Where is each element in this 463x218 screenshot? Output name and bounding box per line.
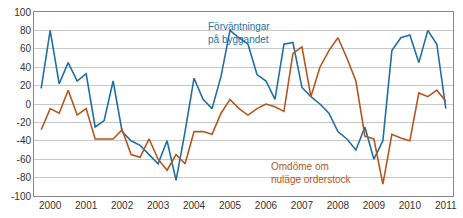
svg-text:-100: -100 (11, 191, 31, 202)
svg-text:2003: 2003 (147, 200, 170, 211)
svg-text:2009: 2009 (363, 200, 386, 211)
svg-text:2006: 2006 (255, 200, 278, 211)
svg-text:2000: 2000 (39, 200, 62, 211)
svg-text:60: 60 (20, 43, 32, 54)
svg-text:-60: -60 (17, 154, 32, 165)
svg-text:40: 40 (20, 62, 32, 73)
svg-text:2002: 2002 (111, 200, 134, 211)
svg-text:-80: -80 (17, 172, 32, 183)
svg-text:2004: 2004 (183, 200, 206, 211)
svg-text:20: 20 (20, 80, 32, 91)
svg-text:2008: 2008 (327, 200, 350, 211)
svg-text:2007: 2007 (291, 200, 314, 211)
svg-text:Omdöme omnuläge orderstock: Omdöme omnuläge orderstock (271, 161, 351, 185)
svg-text:-20: -20 (17, 117, 32, 128)
svg-text:-40: -40 (17, 135, 32, 146)
svg-text:Förväntningarpå byggandet: Förväntningarpå byggandet (208, 21, 270, 45)
svg-text:80: 80 (20, 25, 32, 36)
svg-text:0: 0 (25, 99, 31, 110)
svg-text:100: 100 (14, 7, 31, 18)
svg-text:2005: 2005 (219, 200, 242, 211)
svg-text:2001: 2001 (75, 200, 98, 211)
svg-text:2011: 2011 (435, 200, 457, 211)
svg-text:2010: 2010 (399, 200, 422, 211)
